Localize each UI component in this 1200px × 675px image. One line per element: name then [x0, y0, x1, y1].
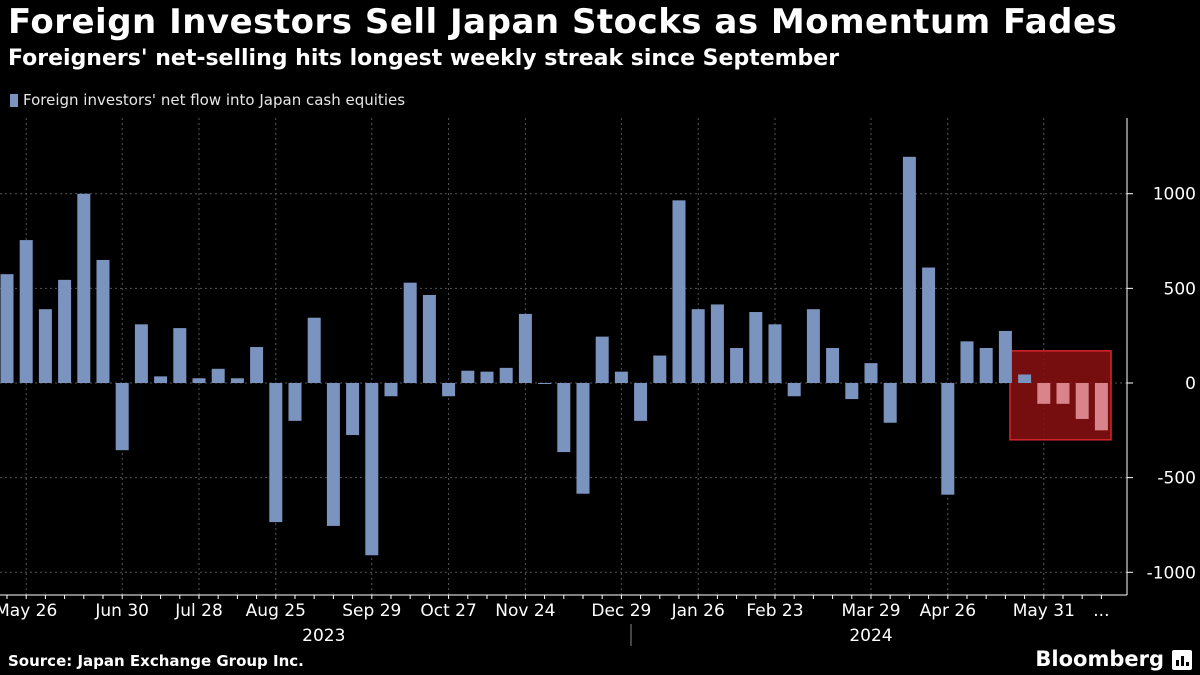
x-tick-label: Mar 29 [841, 601, 900, 621]
bar [614, 371, 628, 383]
bar [557, 383, 571, 453]
bar [998, 330, 1012, 383]
bar [691, 309, 705, 383]
bar [653, 355, 667, 383]
bloomberg-logo: Bloomberg [1035, 647, 1164, 671]
bar [902, 156, 916, 383]
bar [288, 383, 302, 421]
bar [58, 279, 72, 383]
bar [422, 294, 436, 383]
bar [442, 383, 456, 397]
bar [864, 363, 878, 383]
x-tick-label: Nov 24 [495, 601, 555, 621]
bar [250, 347, 264, 383]
bar [845, 383, 859, 400]
bar [480, 371, 494, 383]
bar [672, 200, 686, 383]
bar [346, 383, 360, 436]
x-tick-label: Aug 25 [246, 601, 306, 621]
bar [518, 313, 532, 383]
bar [979, 347, 993, 383]
bar [365, 383, 379, 556]
bar [595, 336, 609, 383]
y-tick-label: 1000 [1153, 185, 1196, 205]
bar [326, 383, 340, 526]
bar [576, 383, 590, 494]
y-tick-label: 0 [1185, 374, 1196, 394]
bar [173, 328, 187, 383]
bar [115, 383, 129, 451]
bar [38, 309, 52, 383]
bar [211, 368, 225, 383]
year-label: 2024 [849, 626, 892, 646]
legend-label: Foreign investors' net flow into Japan c… [23, 91, 406, 109]
source-note: Source: Japan Exchange Group Inc. [8, 652, 304, 670]
bar [634, 383, 648, 421]
x-tick-label: May 26 [0, 601, 57, 621]
x-tick-label: Oct 27 [420, 601, 476, 621]
bar [787, 383, 801, 397]
bar [307, 317, 321, 383]
bar [1094, 383, 1108, 431]
bloomberg-icon [1172, 650, 1192, 670]
year-label: 2023 [302, 626, 345, 646]
bar [1056, 383, 1070, 404]
bar [269, 383, 283, 523]
bar [96, 259, 110, 383]
bar [192, 378, 206, 383]
bar [403, 282, 417, 383]
bar [77, 193, 91, 383]
y-tick-label: 500 [1164, 279, 1196, 299]
x-tick-label: Jun 30 [94, 601, 149, 621]
bar [922, 267, 936, 383]
bar [768, 324, 782, 383]
bar [499, 367, 513, 383]
bar [1075, 383, 1089, 419]
bar [806, 309, 820, 383]
x-tick-label: Feb 23 [746, 601, 803, 621]
bar [749, 312, 763, 383]
x-tick-label: Apr 26 [920, 601, 976, 621]
bar [19, 240, 33, 383]
chart-title: Foreign Investors Sell Japan Stocks as M… [8, 2, 1118, 42]
bar [710, 304, 724, 383]
x-tick-label: Jul 28 [174, 601, 223, 621]
legend: Foreign investors' net flow into Japan c… [10, 91, 405, 109]
bar [230, 378, 244, 383]
bar [154, 376, 168, 383]
x-tick-label: May 31 [1013, 601, 1075, 621]
bar [960, 341, 974, 383]
bar [0, 274, 14, 383]
bar [1037, 383, 1051, 404]
chart-subtitle: Foreigners' net-selling hits longest wee… [8, 46, 840, 71]
bar [134, 324, 148, 383]
y-tick-label: -1000 [1147, 563, 1196, 583]
x-tick-label: Dec 29 [591, 601, 651, 621]
x-tick-label: Sep 29 [342, 601, 401, 621]
bar [883, 383, 897, 423]
bar [1018, 374, 1032, 383]
bar [538, 383, 552, 384]
x-tick-label: ... [1093, 601, 1109, 621]
bar [384, 383, 398, 397]
y-tick-label: -500 [1157, 469, 1196, 489]
bar [941, 383, 955, 495]
legend-swatch [10, 93, 18, 107]
bar [826, 347, 840, 383]
x-tick-label: Jan 26 [671, 601, 725, 621]
bar [461, 370, 475, 383]
bar [730, 347, 744, 383]
